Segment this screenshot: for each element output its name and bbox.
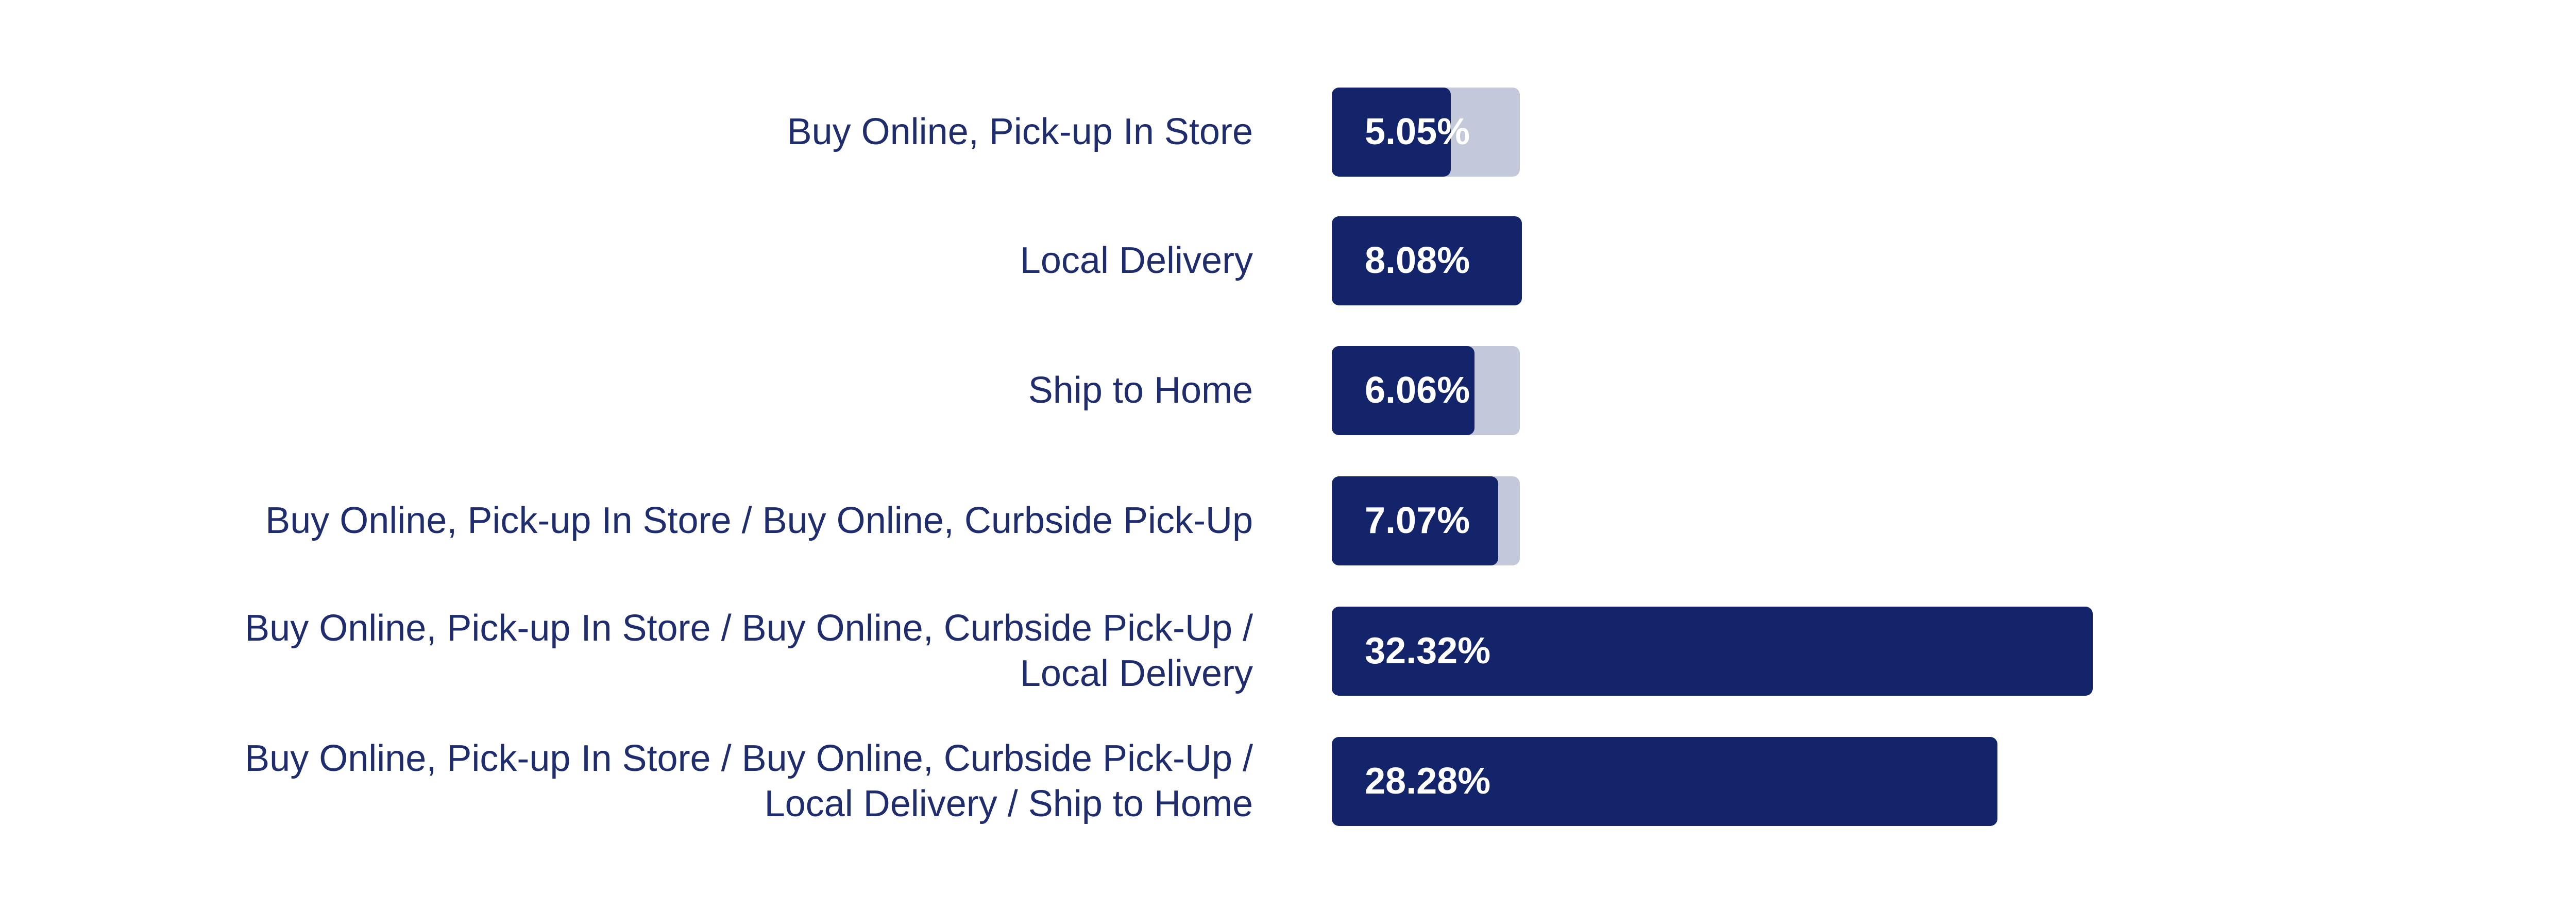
category-label: Buy Online, Pick-up In Store / Buy Onlin… xyxy=(245,608,1253,694)
value-label: 5.05% xyxy=(1365,111,1470,152)
value-label: 32.32% xyxy=(1365,630,1491,672)
category-label: Local Delivery xyxy=(1020,240,1253,281)
bar xyxy=(1332,346,1475,435)
bar xyxy=(1332,216,1522,305)
category-label: Buy Online, Pick-up In Store xyxy=(787,111,1253,152)
value-label: 6.06% xyxy=(1365,369,1470,411)
bar xyxy=(1332,736,1998,826)
bar xyxy=(1332,87,1451,177)
value-label: 7.07% xyxy=(1365,500,1470,541)
category-label: Buy Online, Pick-up In Store / Buy Onlin… xyxy=(265,500,1253,541)
category-label: Buy Online, Pick-up In Store / Buy Onlin… xyxy=(245,738,1253,824)
value-label: 8.08% xyxy=(1365,239,1470,281)
category-label: Ship to Home xyxy=(1028,370,1253,411)
bar xyxy=(1332,606,2093,696)
value-label: 28.28% xyxy=(1365,760,1491,802)
bar xyxy=(1332,476,1499,565)
